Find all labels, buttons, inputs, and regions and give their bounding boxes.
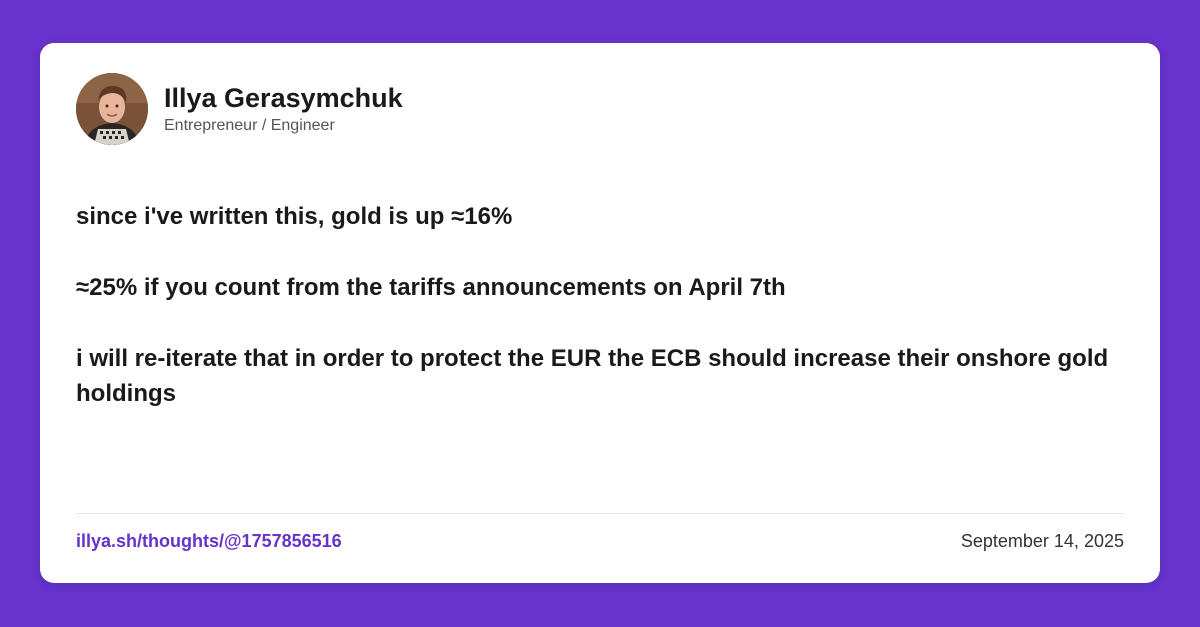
post-permalink[interactable]: illya.sh/thoughts/@1757856516 <box>76 531 342 551</box>
author-info: Illya Gerasymchuk Entrepreneur / Enginee… <box>164 82 403 137</box>
post-header: Illya Gerasymchuk Entrepreneur / Enginee… <box>76 73 403 145</box>
post-paragraph: since i've written this, gold is up ≈16% <box>76 203 513 230</box>
post-card: Illya Gerasymchuk Entrepreneur / Enginee… <box>40 43 1160 583</box>
post-body: since i've written this, gold is up ≈16%… <box>76 199 1126 447</box>
post-paragraph: ≈25% if you count from the tariffs annou… <box>76 274 786 301</box>
person-avatar-icon <box>76 73 148 145</box>
author-role: Entrepreneur / Engineer <box>164 116 335 134</box>
post-date: September 14, 2025 <box>960 531 1124 551</box>
post-paragraph: i will re-iterate that in order to prote… <box>76 345 1109 407</box>
footer-divider <box>76 513 1124 514</box>
avatar[interactable] <box>76 73 148 145</box>
author-name[interactable]: Illya Gerasymchuk <box>164 82 403 113</box>
